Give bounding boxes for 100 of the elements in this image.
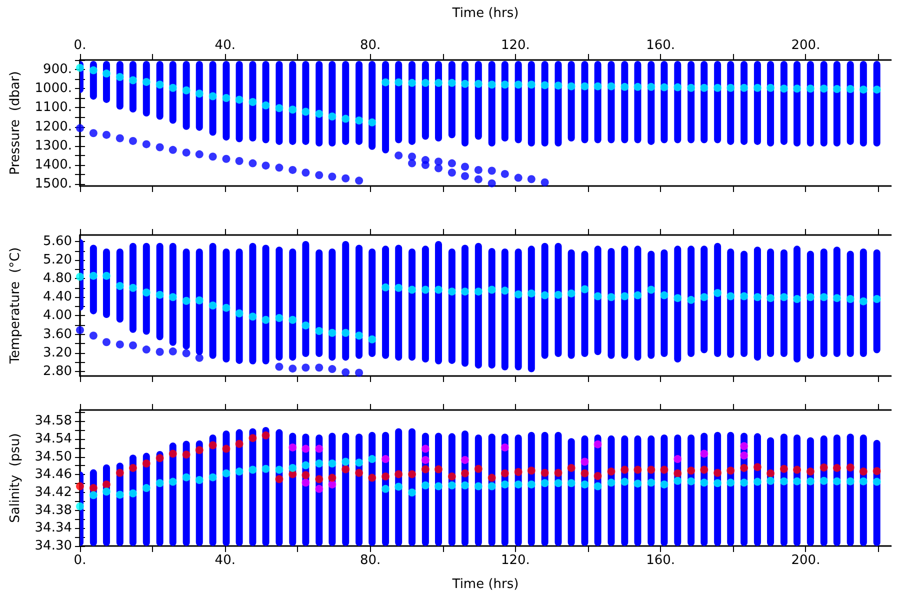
bar bbox=[356, 244, 363, 359]
bar bbox=[873, 249, 880, 354]
y-tick-label: 34.58 bbox=[34, 414, 72, 429]
bar bbox=[90, 244, 97, 314]
bar bbox=[727, 60, 734, 145]
bar bbox=[342, 60, 350, 145]
point bbox=[195, 150, 204, 158]
bar bbox=[806, 250, 814, 359]
bar bbox=[435, 241, 442, 364]
point bbox=[302, 444, 310, 453]
bar bbox=[833, 60, 840, 146]
y-tick-label: 5.60 bbox=[43, 234, 72, 249]
bar bbox=[222, 60, 230, 141]
bar bbox=[209, 242, 216, 359]
point bbox=[408, 152, 416, 161]
point bbox=[674, 455, 682, 464]
bar bbox=[581, 60, 588, 144]
bar bbox=[688, 246, 695, 357]
bar bbox=[581, 250, 588, 357]
bar bbox=[382, 246, 390, 359]
bar bbox=[674, 60, 682, 144]
x-axis-title: Time (hrs) bbox=[451, 577, 519, 592]
bar bbox=[767, 60, 774, 146]
point bbox=[302, 478, 310, 487]
y-axis-title: Temperature (°C) bbox=[8, 247, 23, 365]
point bbox=[421, 444, 430, 453]
x-tick-label: 80. bbox=[360, 553, 381, 568]
bar bbox=[660, 249, 668, 357]
y-tick-label: 4.00 bbox=[43, 308, 72, 324]
bar bbox=[528, 60, 535, 146]
bar bbox=[820, 248, 828, 357]
point bbox=[89, 129, 98, 138]
bar bbox=[488, 248, 496, 369]
point bbox=[116, 134, 124, 142]
x-tick-label: 200. bbox=[791, 553, 820, 568]
y-tick-label: 1400. bbox=[34, 158, 72, 172]
point bbox=[474, 166, 482, 174]
bar bbox=[328, 60, 336, 146]
point bbox=[740, 451, 748, 460]
bar bbox=[156, 242, 164, 340]
bar bbox=[474, 242, 482, 369]
point bbox=[421, 161, 430, 169]
bar bbox=[740, 60, 748, 145]
bar bbox=[129, 242, 136, 333]
bar bbox=[873, 60, 880, 146]
point bbox=[434, 158, 443, 166]
bar bbox=[514, 60, 522, 144]
bar bbox=[568, 60, 575, 142]
bar bbox=[860, 60, 867, 146]
point bbox=[740, 442, 748, 450]
x-tick-label: 0. bbox=[74, 38, 86, 53]
bar bbox=[820, 60, 828, 146]
bar bbox=[236, 248, 243, 364]
point bbox=[168, 146, 177, 154]
point bbox=[275, 164, 284, 172]
y-tick-label: 3.20 bbox=[43, 345, 72, 360]
bar bbox=[554, 242, 562, 357]
point bbox=[89, 332, 98, 340]
bar bbox=[356, 60, 363, 145]
point bbox=[461, 162, 469, 171]
point bbox=[315, 364, 324, 372]
point bbox=[288, 166, 297, 174]
point bbox=[288, 443, 297, 452]
point bbox=[168, 347, 177, 356]
point bbox=[514, 174, 522, 182]
bar bbox=[368, 60, 376, 150]
point bbox=[275, 362, 284, 371]
y-tick-label: 1300. bbox=[34, 138, 72, 154]
y-tick-label: 1000. bbox=[34, 81, 72, 96]
point bbox=[488, 179, 496, 188]
point bbox=[328, 365, 336, 374]
bar bbox=[474, 60, 482, 140]
bar bbox=[554, 60, 562, 146]
point bbox=[182, 349, 190, 358]
point bbox=[500, 443, 509, 452]
point bbox=[222, 154, 230, 163]
point bbox=[448, 168, 456, 177]
bar bbox=[846, 250, 854, 357]
bar bbox=[316, 249, 323, 357]
point bbox=[328, 172, 336, 181]
point bbox=[156, 348, 164, 356]
bar bbox=[833, 246, 840, 357]
point bbox=[594, 440, 602, 448]
bar bbox=[674, 246, 682, 363]
x-tick-label: 40. bbox=[214, 38, 236, 53]
point bbox=[102, 130, 110, 139]
y-tick-label: 34.46 bbox=[34, 467, 72, 482]
y-tick-label: 3.60 bbox=[43, 326, 72, 342]
bar bbox=[448, 248, 456, 364]
x-tick-label: 40. bbox=[214, 553, 236, 568]
point bbox=[421, 456, 430, 464]
bar bbox=[276, 60, 283, 145]
y-tick-label: 4.80 bbox=[43, 271, 72, 286]
bar bbox=[594, 60, 602, 144]
bar bbox=[541, 60, 548, 146]
bar bbox=[688, 60, 695, 144]
point bbox=[302, 364, 310, 372]
y-tick-label: 1100. bbox=[34, 100, 72, 116]
bar bbox=[236, 60, 243, 142]
bar bbox=[700, 246, 708, 354]
